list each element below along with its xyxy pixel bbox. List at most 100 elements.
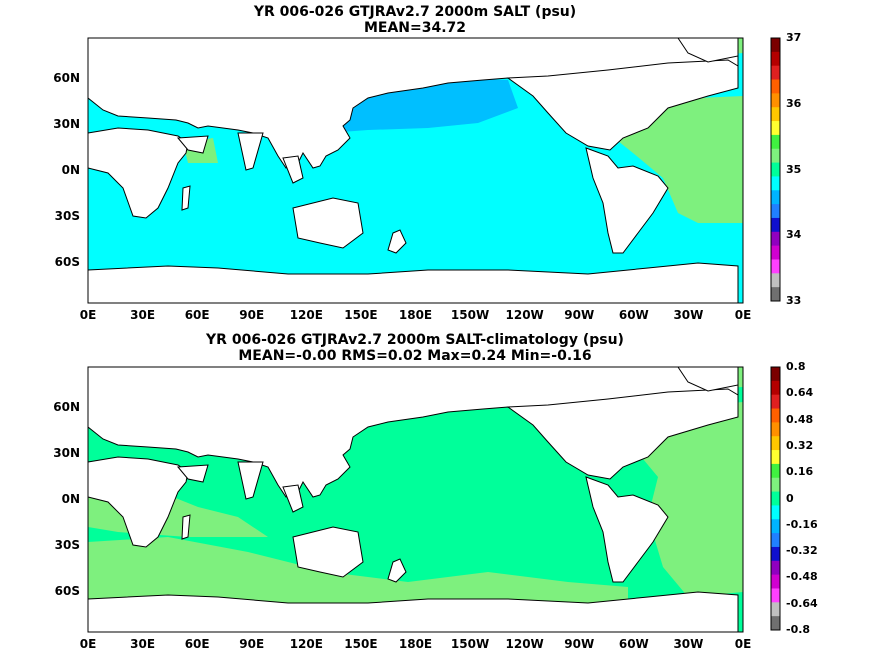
y-tick-label: 30S — [54, 538, 80, 552]
colorbar-swatch — [771, 134, 780, 150]
y-tick-label: 0N — [61, 163, 80, 177]
colorbar-swatch — [771, 408, 780, 423]
colorbar-label: 33 — [786, 294, 802, 307]
colorbar-swatch — [771, 394, 780, 410]
y-tick-label: 30S — [54, 209, 80, 223]
bottom-patch-southern — [88, 537, 628, 605]
colorbar-swatch — [771, 51, 780, 67]
colorbar-swatch — [771, 477, 780, 493]
top-map-frame — [87, 37, 744, 304]
colorbar-label: 35 — [786, 162, 802, 176]
colorbar-swatch — [771, 602, 780, 617]
colorbar-label: 0.48 — [786, 412, 814, 426]
x-tick-label: 90E — [239, 637, 265, 651]
colorbar-label: 36 — [786, 96, 802, 110]
top-map-panel — [87, 37, 744, 304]
bottom-title-line1: YR 006-026 GTJRAv2.7 2000m SALT-climatol… — [206, 332, 624, 348]
x-tick-label: 30W — [673, 308, 704, 322]
x-tick-label: 180E — [398, 637, 433, 651]
x-tick-label: 180E — [398, 308, 433, 322]
y-tick-label: 30N — [53, 117, 80, 131]
colorbar-swatch — [771, 367, 780, 382]
colorbar-swatch — [771, 273, 780, 288]
y-tick-label: 60S — [54, 255, 80, 269]
colorbar-swatch — [771, 463, 780, 479]
bottom-title-line2: MEAN=-0.00 RMS=0.02 Max=0.24 Min=-0.16 — [238, 348, 592, 364]
colorbar-swatch — [771, 287, 780, 302]
colorbar-swatch — [771, 574, 780, 589]
colorbar-swatch — [771, 546, 780, 562]
y-tick-label: 60S — [54, 584, 80, 598]
colorbar-label: -0.48 — [786, 570, 818, 584]
x-tick-label: 60W — [618, 308, 649, 322]
colorbar-swatch — [771, 380, 780, 396]
colorbar-label: -0.16 — [786, 517, 818, 531]
colorbar-label: 0 — [786, 491, 794, 505]
top-title-line1: YR 006-026 GTJRAv2.7 2000m SALT (psu) — [253, 4, 577, 20]
x-tick-label: 90E — [239, 308, 265, 322]
y-tick-label: 0N — [61, 492, 80, 506]
x-tick-label: 30E — [130, 637, 156, 651]
colorbar-label: -0.32 — [786, 544, 818, 558]
colorbar-swatch — [771, 107, 780, 122]
x-tick-label: 30E — [130, 308, 156, 322]
colorbar-swatch — [771, 217, 780, 233]
x-tick-label: 0E — [734, 308, 752, 322]
colorbar-swatch — [771, 519, 780, 534]
colorbar-label: 0.16 — [786, 465, 814, 479]
x-tick-label: 120E — [289, 637, 323, 651]
y-tick-label: 60N — [53, 400, 80, 414]
colorbar-frame — [770, 366, 781, 631]
colorbar-label: 34 — [786, 228, 802, 242]
colorbar-label: -0.8 — [786, 623, 811, 636]
colorbar-swatch — [771, 533, 780, 548]
colorbar-label: 0.64 — [786, 386, 814, 400]
colorbar-label: 0.32 — [786, 438, 814, 452]
bottom-map-panel — [87, 366, 744, 633]
x-tick-label: 90W — [564, 637, 595, 651]
colorbar-swatch — [771, 176, 780, 191]
x-tick-label: 150W — [450, 308, 490, 322]
colorbar-swatch — [771, 422, 780, 437]
colorbar-swatch — [771, 121, 780, 136]
x-tick-label: 120E — [289, 308, 323, 322]
x-tick-label: 30W — [673, 637, 704, 651]
colorbar-swatch — [771, 491, 780, 506]
colorbar-swatch — [771, 560, 780, 576]
x-tick-label: 60W — [618, 637, 649, 651]
x-tick-label: 0E — [79, 637, 97, 651]
x-tick-label: 90W — [564, 308, 595, 322]
colorbar-swatch — [771, 65, 780, 81]
colorbar-label: -0.64 — [786, 596, 818, 610]
colorbar-swatch — [771, 231, 780, 247]
colorbar-swatch — [771, 38, 780, 53]
colorbar-label: 37 — [786, 31, 802, 44]
colorbar-swatch — [771, 436, 780, 451]
bottom-map-frame — [87, 366, 744, 633]
x-tick-label: 150W — [450, 637, 490, 651]
x-tick-label: 150E — [344, 637, 378, 651]
colorbar-label: 0.8 — [786, 360, 806, 373]
top-title-line2: MEAN=34.72 — [363, 20, 467, 36]
colorbar-swatch — [771, 190, 780, 205]
colorbar-swatch — [771, 148, 780, 164]
y-tick-label: 30N — [53, 446, 80, 460]
colorbar-swatch — [771, 204, 780, 219]
x-tick-label: 0E — [734, 637, 752, 651]
x-tick-label: 150E — [344, 308, 378, 322]
colorbar-frame — [770, 37, 781, 302]
x-tick-label: 120W — [505, 637, 544, 651]
bottom-colorbar — [770, 366, 781, 631]
colorbar-swatch — [771, 162, 780, 177]
y-tick-label: 60N — [53, 71, 80, 85]
x-tick-label: 60E — [184, 637, 210, 651]
colorbar-swatch — [771, 588, 780, 603]
colorbar-swatch — [771, 245, 780, 260]
colorbar-swatch — [771, 505, 780, 520]
colorbar-swatch — [771, 450, 780, 465]
x-tick-label: 60E — [184, 308, 210, 322]
x-tick-label: 0E — [79, 308, 97, 322]
colorbar-swatch — [771, 259, 780, 274]
colorbar-swatch — [771, 616, 780, 631]
